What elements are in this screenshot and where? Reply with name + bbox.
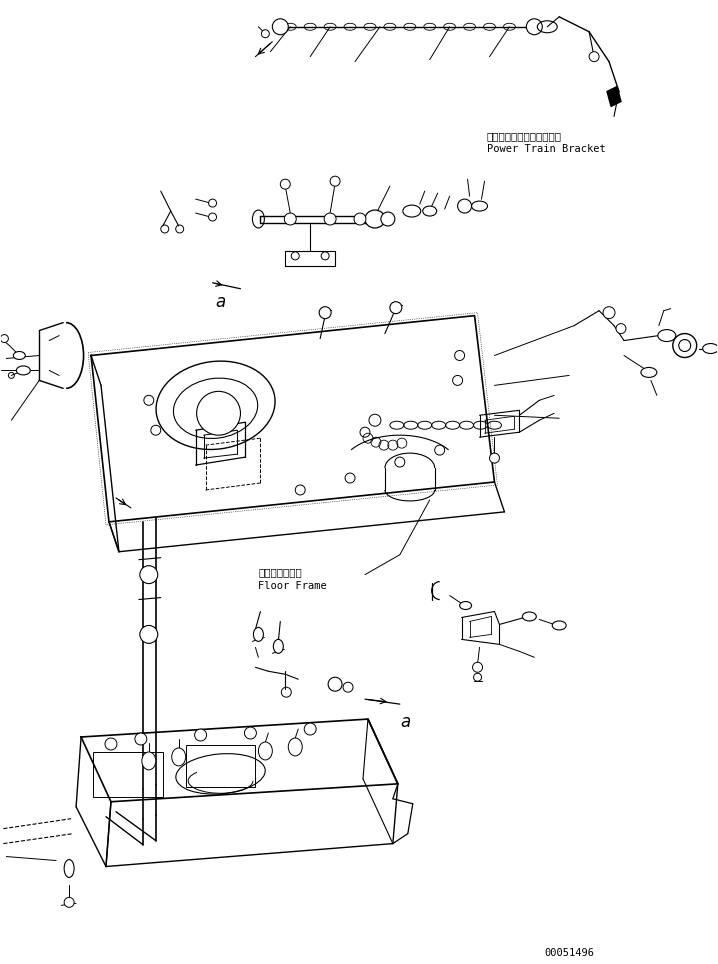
Circle shape <box>369 415 381 426</box>
Circle shape <box>345 473 355 483</box>
Ellipse shape <box>403 205 421 217</box>
Circle shape <box>452 375 462 386</box>
Circle shape <box>321 252 329 260</box>
Ellipse shape <box>381 212 395 226</box>
Text: a: a <box>400 713 410 731</box>
Circle shape <box>272 19 288 35</box>
Circle shape <box>195 729 207 741</box>
Ellipse shape <box>253 628 264 641</box>
Circle shape <box>209 213 217 221</box>
Circle shape <box>457 200 472 213</box>
Ellipse shape <box>274 639 284 654</box>
Circle shape <box>244 727 256 739</box>
Text: フロアフレーム: フロアフレーム <box>258 568 302 577</box>
Circle shape <box>304 723 316 735</box>
Ellipse shape <box>172 748 186 765</box>
Text: a: a <box>215 293 225 310</box>
Circle shape <box>320 307 331 319</box>
Circle shape <box>284 213 297 225</box>
Circle shape <box>330 176 340 186</box>
Ellipse shape <box>472 201 488 211</box>
Ellipse shape <box>258 742 272 760</box>
Ellipse shape <box>365 210 385 228</box>
Circle shape <box>105 738 117 750</box>
Ellipse shape <box>460 602 472 609</box>
Ellipse shape <box>523 612 536 621</box>
Ellipse shape <box>142 752 156 770</box>
Circle shape <box>135 733 146 745</box>
Circle shape <box>472 662 482 672</box>
Circle shape <box>140 626 158 643</box>
Circle shape <box>603 307 615 319</box>
Circle shape <box>390 302 402 313</box>
Circle shape <box>673 334 696 358</box>
Bar <box>93 752 163 797</box>
Circle shape <box>490 453 500 463</box>
Circle shape <box>144 395 154 405</box>
Ellipse shape <box>658 330 676 341</box>
Ellipse shape <box>64 897 74 907</box>
Ellipse shape <box>552 621 567 629</box>
Circle shape <box>140 566 158 583</box>
Circle shape <box>679 339 691 352</box>
Ellipse shape <box>17 366 30 375</box>
Circle shape <box>328 678 342 691</box>
Circle shape <box>589 52 599 62</box>
Circle shape <box>197 391 241 435</box>
Circle shape <box>1 335 9 342</box>
Ellipse shape <box>703 343 718 354</box>
Polygon shape <box>607 87 621 106</box>
Circle shape <box>354 213 366 225</box>
Circle shape <box>434 445 444 455</box>
Circle shape <box>209 200 217 207</box>
Text: Floor Frame: Floor Frame <box>258 580 327 591</box>
Text: 00051496: 00051496 <box>544 949 595 958</box>
Ellipse shape <box>641 367 657 378</box>
Ellipse shape <box>423 206 437 216</box>
Text: パワートレインブラケット: パワートレインブラケット <box>487 131 561 142</box>
Circle shape <box>280 179 290 189</box>
Text: Power Train Bracket: Power Train Bracket <box>487 145 605 154</box>
Ellipse shape <box>288 738 302 756</box>
Circle shape <box>292 252 299 260</box>
Ellipse shape <box>14 352 25 360</box>
Circle shape <box>261 30 269 38</box>
Circle shape <box>395 457 405 468</box>
Ellipse shape <box>64 860 74 877</box>
Circle shape <box>151 425 161 435</box>
Circle shape <box>526 19 542 35</box>
Circle shape <box>616 324 626 334</box>
Circle shape <box>324 213 336 225</box>
Bar <box>186 745 256 787</box>
Circle shape <box>454 351 465 361</box>
Circle shape <box>295 485 305 495</box>
